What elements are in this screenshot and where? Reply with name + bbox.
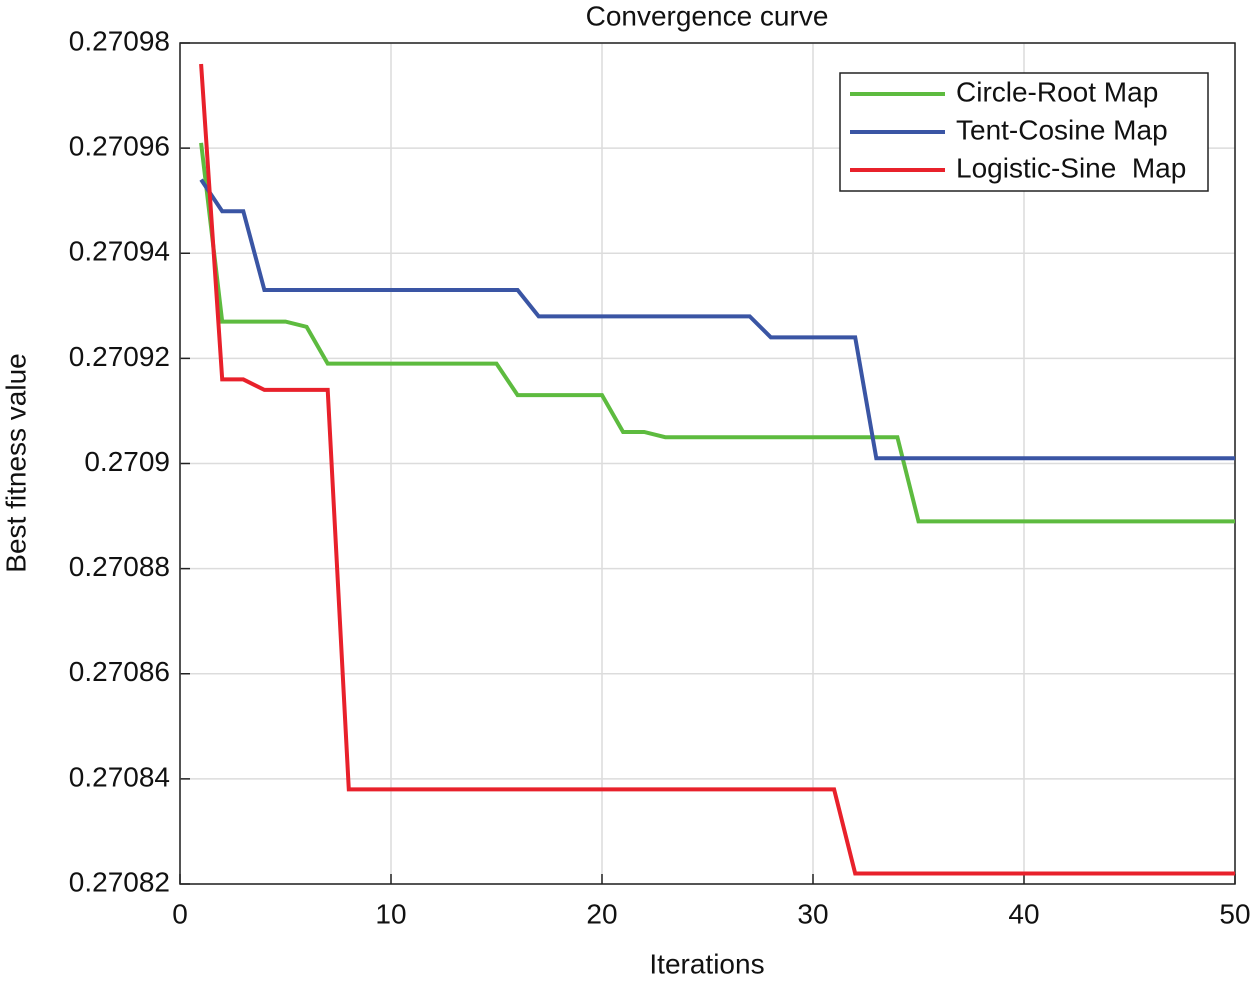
x-tick-label: 30 [797, 898, 828, 929]
x-tick-label: 10 [375, 898, 406, 929]
y-tick-label: 0.27088 [69, 551, 170, 582]
series-line [199, 63, 1235, 876]
series-line [199, 178, 1235, 461]
x-tick-label: 50 [1219, 898, 1250, 929]
legend-label: Tent-Cosine Map [956, 114, 1168, 145]
y-tick-label: 0.27082 [69, 866, 170, 897]
y-tick-label: 0.2709 [84, 446, 170, 477]
legend-label: Logistic-Sine Map [956, 152, 1186, 183]
y-tick-label: 0.27096 [69, 131, 170, 162]
x-tick-label: 0 [172, 898, 188, 929]
y-tick-label: 0.27092 [69, 341, 170, 372]
y-tick-label: 0.27084 [69, 761, 170, 792]
x-axis-label: Iterations [649, 948, 764, 979]
legend-label: Circle-Root Map [956, 76, 1158, 107]
y-tick-label: 0.27086 [69, 656, 170, 687]
plot-frame [179, 42, 1236, 885]
chart-title: Convergence curve [586, 0, 829, 31]
series-line [199, 142, 1235, 524]
y-axis-label: Best fitness value [0, 353, 31, 572]
y-tick-label: 0.27098 [69, 25, 170, 56]
x-tick-label: 40 [1008, 898, 1039, 929]
x-tick-label: 20 [586, 898, 617, 929]
y-tick-label: 0.27094 [69, 236, 170, 267]
